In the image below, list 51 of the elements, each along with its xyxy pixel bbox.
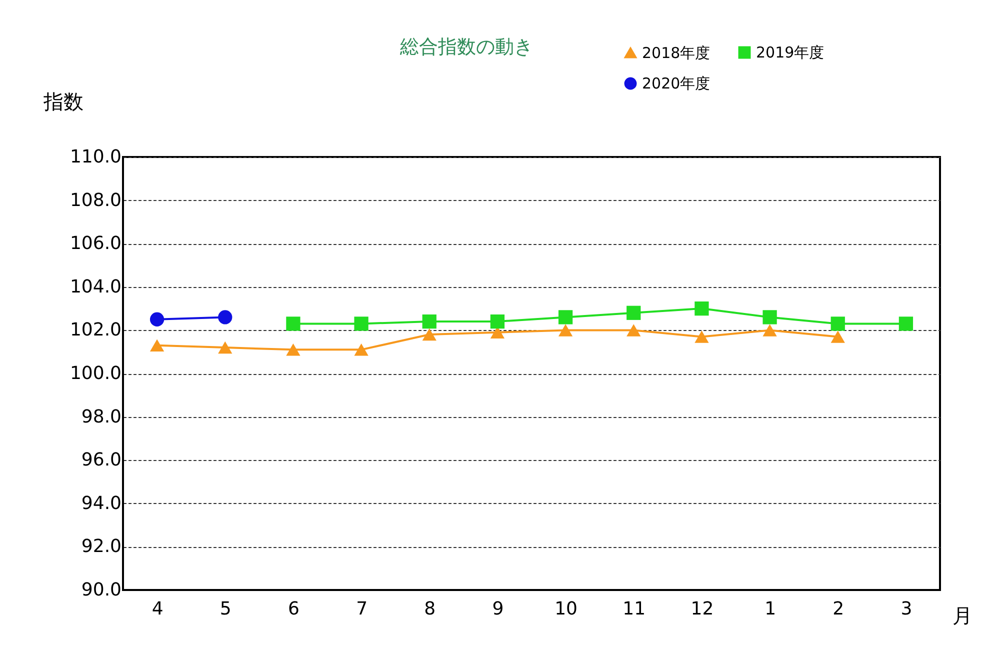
legend-label: 2019年度 xyxy=(756,44,824,62)
x-tick-label: 1 xyxy=(764,598,776,620)
point xyxy=(762,310,777,324)
x-tick-label: 10 xyxy=(554,598,578,620)
legend-label: 2018年度 xyxy=(642,44,710,62)
x-tick-label: 2 xyxy=(832,598,844,620)
point xyxy=(286,316,300,331)
y-tick-label: 96.0 xyxy=(81,450,122,471)
y-tick-label: 106.0 xyxy=(70,233,122,254)
point xyxy=(150,339,164,352)
y-tick-label: 110.0 xyxy=(70,146,122,168)
point xyxy=(558,324,573,336)
x-tick-label: 5 xyxy=(220,598,232,620)
x-tick-label: 6 xyxy=(288,598,300,620)
point xyxy=(626,306,641,320)
point xyxy=(286,344,300,356)
point xyxy=(490,314,505,329)
point xyxy=(558,310,573,324)
y-tick-label: 104.0 xyxy=(70,276,122,298)
x-tick-label: 9 xyxy=(492,598,504,620)
point xyxy=(830,316,845,331)
point xyxy=(150,312,164,326)
y-tick-label: 94.0 xyxy=(81,492,122,514)
x-tick-label: 3 xyxy=(900,598,912,620)
y-tick-label: 102.0 xyxy=(70,320,122,341)
chart-title: 総合指数の動き xyxy=(399,36,533,58)
point xyxy=(626,324,641,336)
point xyxy=(218,310,232,324)
y-axis-title: 指数 xyxy=(42,90,84,114)
x-tick-label: 8 xyxy=(424,598,436,620)
y-tick-label: 92.0 xyxy=(81,536,122,558)
x-tick-label: 11 xyxy=(622,598,646,620)
point xyxy=(898,316,914,331)
x-tick-label: 4 xyxy=(152,598,164,620)
y-tick-label: 98.0 xyxy=(81,406,122,428)
point xyxy=(218,341,232,354)
point xyxy=(830,330,845,343)
point xyxy=(422,314,436,329)
y-tick-label: 108.0 xyxy=(70,190,122,211)
x-axis-title: 月 xyxy=(952,604,972,628)
point xyxy=(354,344,368,356)
point xyxy=(422,328,436,341)
point xyxy=(762,324,777,336)
point xyxy=(694,301,709,316)
point xyxy=(694,330,709,343)
y-tick-label: 90.0 xyxy=(81,580,122,600)
point xyxy=(354,316,368,331)
x-tick-label: 7 xyxy=(356,598,368,620)
y-tick-label: 100.0 xyxy=(70,363,122,384)
x-tick-label: 12 xyxy=(690,598,714,620)
legend-label: 2020年度 xyxy=(642,74,710,92)
